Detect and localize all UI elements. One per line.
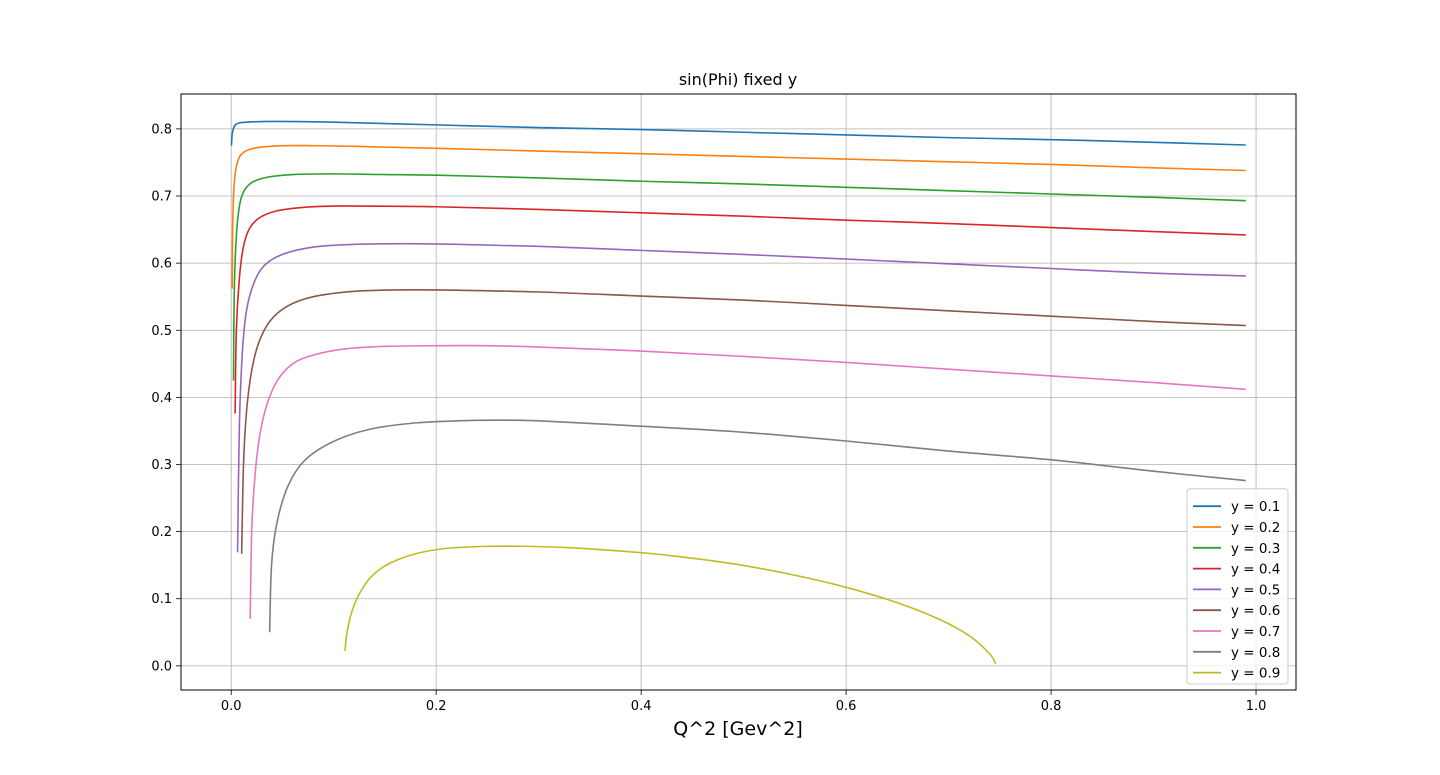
series-line-1 bbox=[230, 120, 1246, 146]
legend-box bbox=[1186, 488, 1289, 685]
legend-label: y = 0.9 bbox=[1231, 666, 1280, 682]
x-tick-label: 0.0 bbox=[221, 699, 242, 714]
legend-label: y = 0.6 bbox=[1231, 603, 1280, 619]
legend-label: y = 0.8 bbox=[1231, 645, 1280, 661]
y-tick-label: 0.7 bbox=[151, 190, 172, 205]
x-tick-label: 0.6 bbox=[836, 699, 857, 714]
legend-label: y = 0.4 bbox=[1231, 562, 1280, 578]
y-tick-label: 0.5 bbox=[151, 324, 172, 339]
y-tick-label: 0.4 bbox=[151, 391, 172, 406]
series-line-8 bbox=[268, 419, 1246, 633]
y-tick-label: 0.8 bbox=[151, 122, 172, 137]
series-line-6 bbox=[240, 288, 1246, 554]
legend-label: y = 0.2 bbox=[1231, 520, 1280, 536]
y-tick-label: 0.6 bbox=[151, 257, 172, 272]
y-tick-label: 0.0 bbox=[151, 659, 172, 674]
x-axis-label: Q^2 [Gev^2] bbox=[673, 718, 803, 740]
series-line-7 bbox=[249, 344, 1246, 619]
y-tick-label: 0.1 bbox=[151, 592, 172, 607]
x-tick-label: 0.2 bbox=[426, 699, 447, 714]
legend-label: y = 0.1 bbox=[1231, 499, 1280, 515]
x-tick-label: 0.8 bbox=[1041, 699, 1062, 714]
axis-ticks: 0.0 0.2 0.4 0.6 0.8 1.0 0.0 0.1 0.2 0.3 0.4 0.5 0.6 0… bbox=[151, 122, 1266, 714]
legend: y = 0.1 y = 0.2 y = 0.3 y = 0.4 y = 0.5 y = 0… bbox=[1186, 488, 1289, 685]
x-tick-label: 1.0 bbox=[1246, 699, 1267, 714]
chart-title: sin(Phi) fixed y bbox=[679, 70, 797, 89]
series-line-5 bbox=[236, 242, 1246, 553]
series-lines bbox=[230, 120, 1246, 665]
plot-area-frame bbox=[180, 93, 1297, 691]
grid bbox=[181, 94, 1296, 690]
legend-label: y = 0.7 bbox=[1231, 624, 1280, 640]
legend-label: y = 0.5 bbox=[1231, 582, 1280, 598]
legend-label: y = 0.3 bbox=[1231, 541, 1280, 557]
series-line-9 bbox=[344, 545, 997, 665]
series-line-4 bbox=[234, 205, 1246, 414]
series-line-3 bbox=[232, 173, 1246, 381]
y-tick-label: 0.3 bbox=[151, 458, 172, 473]
series-line-2 bbox=[231, 144, 1246, 289]
x-tick-label: 0.4 bbox=[631, 699, 652, 714]
y-tick-label: 0.2 bbox=[151, 525, 172, 540]
